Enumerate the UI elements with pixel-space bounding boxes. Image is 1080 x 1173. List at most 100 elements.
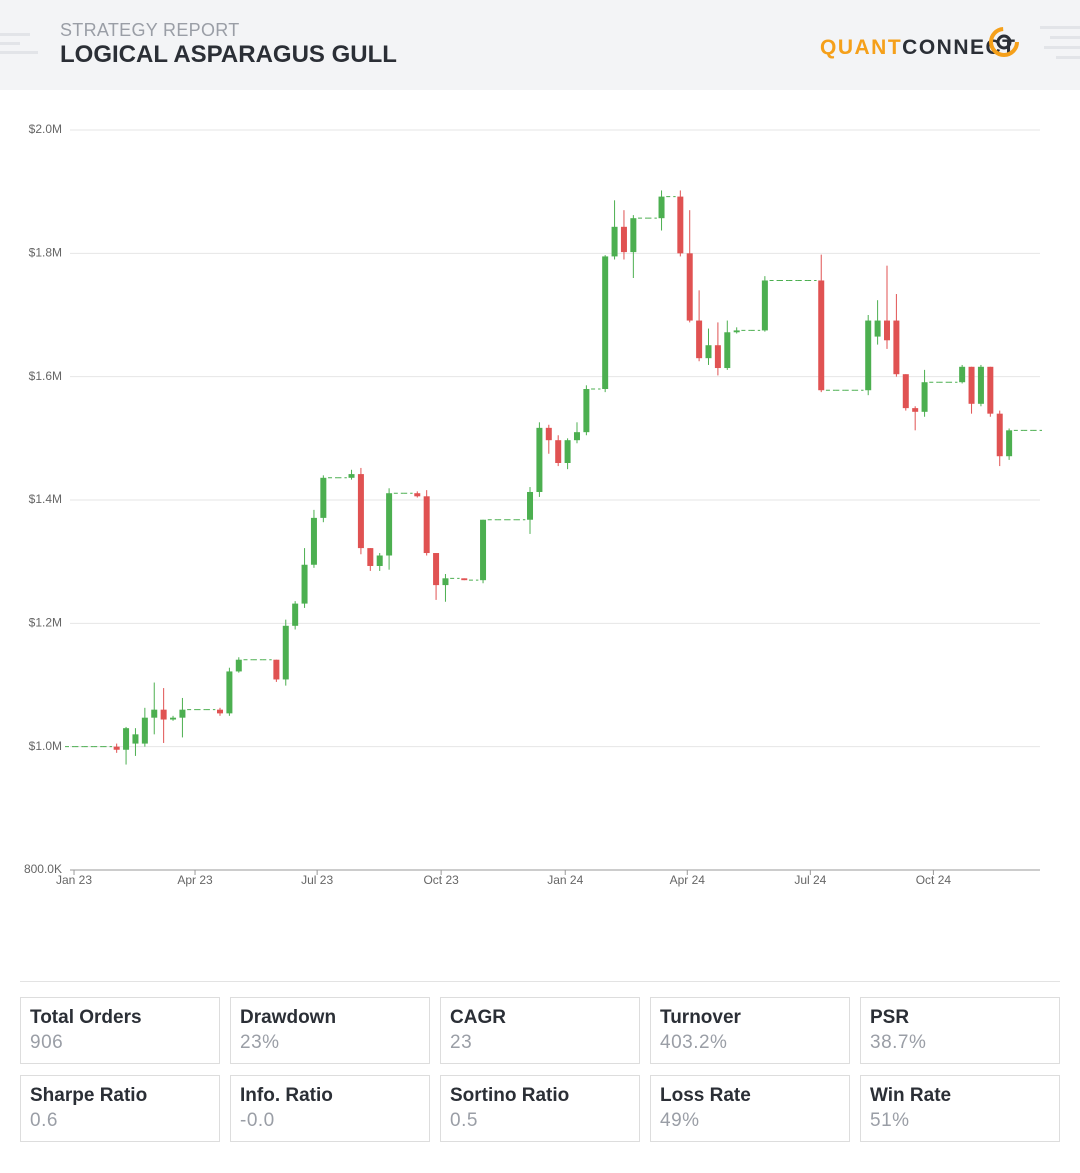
stat-value: 49%: [660, 1110, 700, 1131]
candle-body: [696, 320, 703, 359]
candle-body: [132, 734, 139, 744]
stat-label: Drawdown: [240, 1007, 337, 1028]
x-tick-label: Oct 23: [423, 873, 459, 887]
candle-body: [714, 345, 721, 369]
candle-body: [977, 366, 984, 404]
stat-card: CAGR 23: [440, 997, 640, 1064]
stat-card: Drawdown 23%: [230, 997, 430, 1064]
candle-body: [536, 427, 543, 492]
candle-body: [292, 603, 299, 626]
stat-value: 23%: [240, 1032, 280, 1053]
candle-body: [123, 728, 130, 750]
candle-body: [630, 218, 637, 253]
stat-value: 23: [450, 1032, 473, 1053]
chart: 800.0K $1.0M $1.2M $1.4M $1.6M $1.8M $2.0M Jan …: [24, 122, 1042, 887]
stat-card: Total Orders 906: [20, 997, 220, 1064]
candle-body: [160, 709, 167, 720]
candle-body: [968, 366, 975, 404]
decoration: [1044, 46, 1080, 49]
stat-value: 906: [30, 1032, 64, 1053]
y-tick-label: $1.6M: [29, 369, 62, 383]
logo-text: CONNECT: [902, 36, 1017, 59]
stat-label: CAGR: [450, 1007, 506, 1028]
x-tick-label: Jan 23: [56, 873, 92, 887]
y-tick-label: $1.2M: [29, 616, 62, 630]
decoration: [1056, 56, 1080, 59]
stat-value: 0.5: [450, 1110, 478, 1131]
candle-body: [282, 625, 289, 680]
candle-body: [573, 432, 580, 441]
candle-body: [724, 332, 731, 369]
stat-label: Win Rate: [870, 1085, 952, 1106]
candle-body: [620, 226, 627, 253]
stat-card: Loss Rate 49%: [650, 1075, 850, 1142]
candle-body: [527, 491, 534, 520]
candle-body: [442, 578, 449, 586]
candle-body: [987, 366, 994, 414]
decoration: [0, 33, 30, 36]
candle-body: [865, 320, 872, 391]
candle-body: [414, 493, 421, 497]
x-tick-label: Jul 24: [794, 873, 826, 887]
decoration: [0, 51, 38, 54]
candle-body: [376, 555, 383, 566]
candle-body: [433, 553, 440, 586]
stat-value: -0.0: [240, 1110, 275, 1131]
candle-body: [555, 440, 562, 463]
candle-body: [170, 717, 177, 720]
stat-label: Total Orders: [30, 1007, 142, 1028]
candle-body: [545, 427, 552, 441]
logo-text: QUANT: [820, 36, 903, 59]
stat-card: Sharpe Ratio 0.6: [20, 1075, 220, 1142]
candle-body: [564, 440, 571, 463]
candle-body: [217, 709, 224, 714]
stat-card: Info. Ratio -0.0: [230, 1075, 430, 1142]
candle-body: [320, 477, 327, 518]
candle-body: [761, 280, 768, 331]
candle-body: [151, 709, 158, 718]
stat-card: PSR 38.7%: [860, 997, 1060, 1064]
candle-body: [386, 493, 393, 556]
candle-body: [1006, 430, 1013, 457]
y-tick-label: $1.0M: [29, 739, 62, 753]
logo: QUANTCONNECT: [820, 36, 1017, 60]
decoration: [1040, 26, 1080, 29]
y-tick-label: $2.0M: [29, 122, 62, 136]
candle-body: [677, 196, 684, 254]
x-tick-label: Apr 23: [177, 873, 213, 887]
candle-body: [658, 196, 665, 219]
decoration: [0, 42, 20, 45]
stat-label: Sortino Ratio: [450, 1085, 570, 1106]
candle-body: [480, 519, 487, 581]
stat-label: Turnover: [660, 1007, 741, 1028]
x-tick-label: Oct 24: [916, 873, 952, 887]
stat-label: PSR: [870, 1007, 910, 1028]
stat-value: 403.2%: [660, 1032, 728, 1053]
candle-body: [893, 320, 900, 375]
x-tick-label: Apr 24: [670, 873, 706, 887]
x-tick-label: Jan 24: [547, 873, 583, 887]
candle-body: [959, 366, 966, 383]
stat-label: Sharpe Ratio: [30, 1085, 148, 1106]
stat-value: 51%: [870, 1110, 910, 1131]
candle-body: [874, 320, 881, 337]
candle-body: [818, 280, 825, 391]
candle-body: [310, 517, 317, 565]
candle-body: [611, 226, 618, 257]
candle-body: [141, 717, 148, 744]
stat-label: Loss Rate: [660, 1085, 751, 1106]
candle-body: [357, 474, 364, 549]
candle-body: [461, 578, 468, 581]
decoration: [1050, 36, 1080, 39]
candle-body: [423, 496, 430, 554]
candle-body: [996, 413, 1003, 457]
candle-body: [301, 564, 308, 604]
header: STRATEGY REPORT LOGICAL ASPARAGUS GULL Q…: [0, 0, 1080, 90]
candle-body: [733, 330, 740, 333]
candle-body: [367, 548, 374, 566]
candle-body: [686, 253, 693, 321]
stats-grid: Total Orders 906 Drawdown 23% CAGR 23 Turnover…: [20, 997, 1060, 1142]
candle-body: [912, 408, 919, 412]
candle-body: [226, 671, 233, 714]
